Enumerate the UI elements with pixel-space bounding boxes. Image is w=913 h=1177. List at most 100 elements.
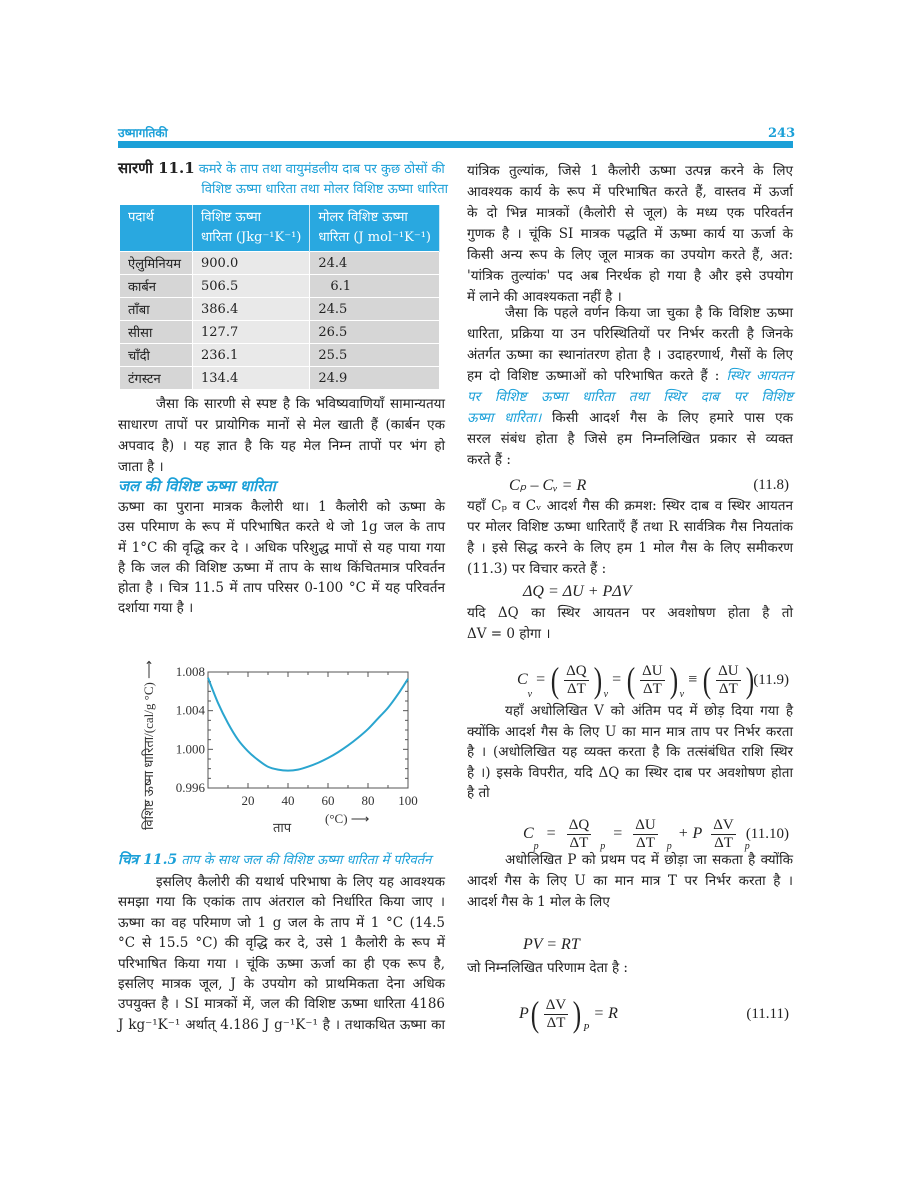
text-line: आवश्यक कार्य के रूप में परिभाषित करते है… (467, 184, 793, 200)
table-cell: चाँदी (120, 343, 193, 367)
text-line: अंतर्गत ऊष्मा का स्थानांतरण होता है । उद… (467, 347, 793, 363)
eq-den: ΔT (718, 680, 738, 697)
text-line: गुणक है । चूंकि SI मात्रक पद्धति में ऊष्… (467, 226, 793, 242)
table-cell: 24.4 (309, 251, 440, 275)
text-line: दर्शाया गया है । (118, 600, 194, 617)
table-cell: 6.1 (309, 274, 440, 298)
equation-text: PV = RT (523, 936, 580, 953)
paragraph: यहाँ अधोलिखित V को अंतिम पद में छोड़ दिय… (467, 701, 793, 804)
table-caption-line: विशिष्ट ऊष्मा धारिता तथा मोलर विशिष्ट ऊष… (201, 182, 448, 197)
paragraph: जैसा कि सारणी से स्पष्ट है कि भविष्यवाणि… (118, 394, 445, 478)
table-row: कार्बन 506.5 6.1 (120, 274, 440, 298)
x-tick-label: 40 (282, 793, 295, 808)
equation-text: Cₚ – Cᵥ = R (509, 477, 587, 494)
text-line: ऊष्मा का वह परिमाण जो 1 g जल के ताप में … (118, 914, 445, 931)
x-axis-unit: (°C) ⟶ (325, 811, 369, 826)
table-label: सारणी 11.1 (118, 159, 195, 177)
table-cell: 900.0 (192, 251, 311, 275)
text-line: 'यांत्रिक तुल्यांक' पद अब निरर्थक हो गया… (467, 268, 793, 284)
header-rule (118, 141, 793, 148)
table-cell: 134.4 (192, 366, 311, 389)
text-line: इसलिए कैलोरी की यथार्थ परिभाषा के लिए यह… (156, 874, 445, 890)
equation-number: (11.8) (753, 476, 789, 493)
equation-11-8: Cₚ – Cᵥ = R (11.8) (467, 474, 793, 496)
column-header: विशिष्ट ऊष्मा धारिता (Jkg⁻¹K⁻¹) (192, 205, 311, 252)
table-cell: 506.5 (192, 274, 311, 298)
text-line: साधारण तापों पर प्रायोगिक मानों से मेल ख… (118, 417, 445, 433)
eq-sub: p (744, 841, 750, 852)
eq-den: ΔT (566, 680, 586, 697)
equation-number: (11.9) (753, 671, 789, 688)
table-caption: सारणी 11.1 कमरे के ताप तथा वायुमंडलीय दा… (118, 158, 448, 200)
section-heading: जल की विशिष्ट ऊष्मा धारिता (118, 477, 276, 495)
eq-den: ΔT (642, 680, 662, 697)
emphasis-text: पर विशिष्ट ऊष्मा धारिता तथा स्थिर दाब पर… (467, 389, 793, 405)
eq-lhs: C (517, 671, 528, 688)
text-line: आदर्श गैस के 1 मोल के लिए (467, 894, 610, 910)
x-tick-label: 60 (322, 793, 335, 808)
eq-sub: v (527, 689, 533, 700)
emphasis-text: स्थिर आयतन (726, 368, 793, 384)
text-line: यांत्रिक तुल्यांक, जिसे 1 कैलोरी ऊष्मा उ… (467, 163, 793, 179)
water-specific-heat-chart: 20 40 60 80 100 1.008 1.004 1.000 0.996 विशिष्ट … (141, 660, 418, 835)
text-line: के दो भिन्न मात्रकों (कैलोरी से जूल) के … (467, 205, 793, 221)
paragraph: जैसा कि पहले वर्णन किया जा चुका है कि वि… (467, 303, 793, 471)
text-line: पर मोलर विशिष्ट ऊष्मा धारिताएँ हैं तथा R… (467, 519, 793, 535)
text-line: ऊष्मा का पुराना मात्रक कैलोरी था। 1 कैलो… (118, 499, 445, 515)
y-tick-label: 1.008 (176, 664, 205, 679)
text-line: जाता है । (118, 459, 164, 475)
eq-num: ΔU (640, 662, 665, 681)
eq-den: ΔT (714, 834, 733, 851)
paragraph: जो निम्नलिखित परिणाम देता है : (467, 958, 793, 979)
series-line (207, 677, 409, 772)
y-tick-label: 1.004 (176, 703, 206, 718)
text-line: होता है । चित्र 11.5 में ताप परिसर 0-100… (118, 580, 445, 597)
text-line: J kg⁻¹K⁻¹ अर्थात् 4.186 J g⁻¹K⁻¹ है । तथ… (118, 1016, 445, 1033)
eq-num: ΔV (711, 816, 736, 835)
text-line: जैसा कि पहले वर्णन किया जा चुका है कि वि… (505, 305, 793, 321)
eq-lhs: P (519, 1005, 529, 1022)
y-axis-label: विशिष्ट ऊष्मा धारिता/(cal/g °C) ⟶ (141, 660, 156, 830)
eq-rhs: = R (593, 1005, 618, 1022)
y-tick-label: 1.000 (176, 741, 205, 756)
emphasis-text: ऊष्मा धारिता। (467, 410, 542, 426)
figure-caption: चित्र 11.5 ताप के साथ जल की विशिष्ट ऊष्म… (118, 850, 445, 869)
table-cell: ऐलुमिनियम (120, 251, 193, 275)
plot-frame (207, 671, 409, 789)
figure-caption-text: ताप के साथ जल की विशिष्ट ऊष्मा धारिता मे… (181, 853, 432, 868)
table-cell: कार्बन (120, 274, 193, 298)
equation-11-11: P (ΔV ΔT) P = R (11.11) (519, 994, 789, 1034)
text-line: है ।) इसके विपरीत, यदि ΔQ का स्थिर दाब प… (467, 764, 793, 781)
paragraph: इसलिए कैलोरी की यथार्थ परिभाषा के लिए यह… (118, 872, 445, 1035)
text-line: धारिता, प्रक्रिया या उन परिस्थितियों पर … (467, 326, 793, 342)
text-line: अधोलिखित P को प्रथम पद में छोड़ा जा सकता… (505, 852, 793, 868)
eq-sub: p (533, 841, 539, 852)
table-cell: 24.9 (309, 366, 440, 389)
text-line: जो निम्नलिखित परिणाम देता है : (467, 960, 628, 976)
page-number: 243 (768, 126, 796, 141)
column-header-text: धारिता (J mol⁻¹K⁻¹) (318, 230, 431, 245)
table-row: ताँबा 386.4 24.5 (120, 297, 440, 321)
text-line: है कि जल की विशिष्ट ऊष्मा में ताप के साथ… (118, 559, 445, 576)
table-cell: 24.5 (309, 297, 440, 321)
table-cell: सीसा (120, 320, 193, 344)
eq-num: ΔV (543, 996, 569, 1015)
equation-number: (11.11) (746, 1005, 789, 1022)
text-line: है तो (467, 785, 490, 802)
column-header-text: विशिष्ट ऊष्मा (201, 210, 261, 225)
eq-den: ΔT (546, 1014, 566, 1031)
text-line: यहाँ अधोलिखित V को अंतिम पद में छोड़ दिय… (505, 703, 793, 719)
text-line: क्योंकि आदर्श गैस के लिए U का मान मात्र … (467, 723, 793, 740)
text-segment: किसी आदर्श गैस के लिए हमारे पास एक (541, 410, 793, 426)
eq-term: + P (677, 825, 703, 842)
table-row: सीसा 127.7 26.5 (120, 320, 440, 344)
text-line: यदि ΔQ का स्थिर आयतन पर अवशोषण होता है त… (467, 605, 793, 621)
paragraph: यदि ΔQ का स्थिर आयतन पर अवशोषण होता है त… (467, 603, 793, 645)
paragraph: यहाँ Cₚ व Cᵥ आदर्श गैस की क्रमश: स्थिर द… (467, 496, 793, 580)
text-line: जैसा कि सारणी से स्पष्ट है कि भविष्यवाणि… (156, 396, 445, 412)
table-cell: 236.1 (192, 343, 311, 367)
text-line: करते हैं : (467, 452, 511, 468)
equation-dq: ΔQ = ΔU + PΔV (467, 581, 793, 603)
